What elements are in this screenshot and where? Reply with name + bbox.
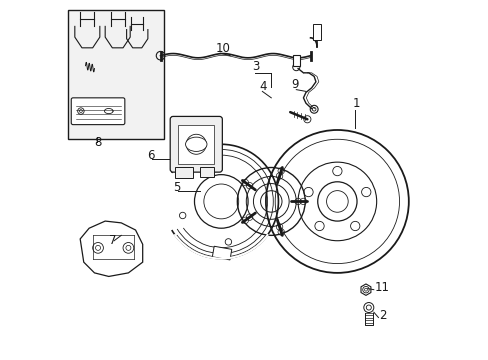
Text: 11: 11 xyxy=(374,281,389,294)
FancyBboxPatch shape xyxy=(71,98,124,125)
Text: 4: 4 xyxy=(259,80,267,93)
Bar xyxy=(175,167,192,178)
Bar xyxy=(67,10,164,139)
Text: 7: 7 xyxy=(108,234,116,247)
Text: 8: 8 xyxy=(94,136,101,149)
Text: 10: 10 xyxy=(215,42,230,55)
Bar xyxy=(313,23,320,40)
Bar xyxy=(212,246,231,260)
Text: 9: 9 xyxy=(291,78,299,91)
Ellipse shape xyxy=(185,137,206,152)
Text: 5: 5 xyxy=(173,181,180,194)
Text: 1: 1 xyxy=(352,97,360,110)
Bar xyxy=(200,167,214,177)
Bar xyxy=(178,125,214,164)
Text: 2: 2 xyxy=(379,309,386,321)
Bar xyxy=(293,55,299,66)
Text: 6: 6 xyxy=(147,149,155,162)
FancyBboxPatch shape xyxy=(170,116,222,172)
Text: 3: 3 xyxy=(252,60,259,73)
